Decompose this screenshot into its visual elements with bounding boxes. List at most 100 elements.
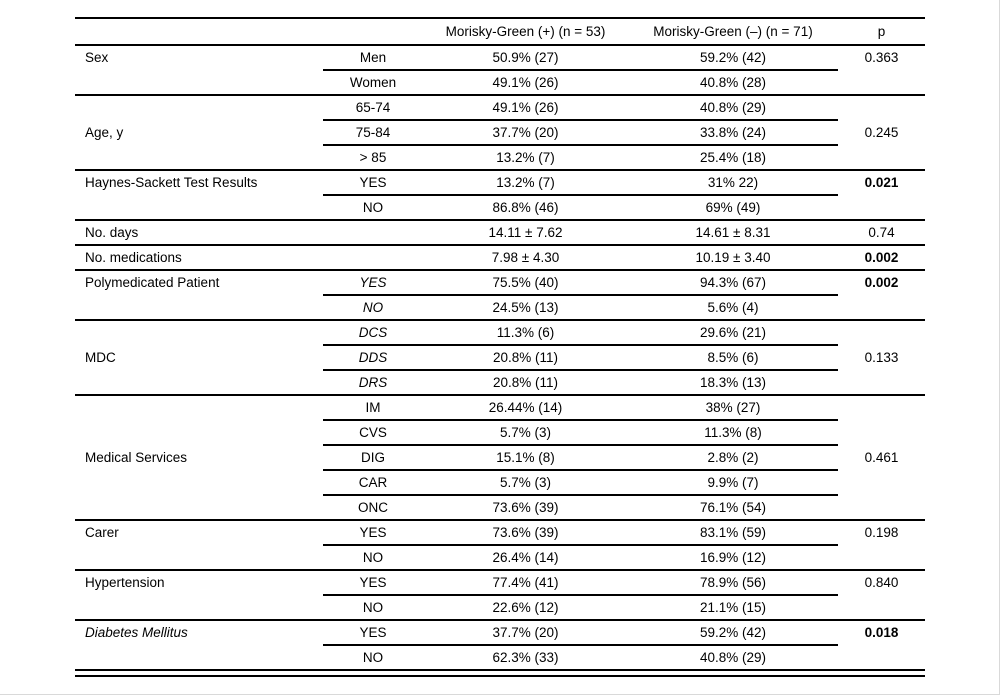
header-empty-category — [323, 19, 423, 44]
row-label-cell: Haynes-Sackett Test Results — [85, 175, 258, 190]
category-cell: DIG — [323, 446, 423, 471]
morisky-positive-cell: 15.1% (8) — [423, 446, 628, 471]
table-row: DCS 11.3% (6) 29.6% (21) — [75, 321, 925, 346]
morisky-positive-cell: 62.3% (33) — [423, 646, 628, 671]
morisky-positive-cell: 77.4% (41) — [423, 571, 628, 596]
morisky-negative-cell: 29.6% (21) — [628, 321, 838, 346]
p-value-cell — [838, 396, 925, 421]
row-label-cell: Polymedicated Patient — [85, 275, 220, 290]
table-row: CAR 5.7% (3) 9.9% (7) — [75, 471, 925, 496]
p-value-cell: 0.461 — [864, 450, 899, 465]
row-label-cell — [75, 546, 323, 571]
p-value-cell — [838, 421, 925, 446]
row-label-cell: Medical Services — [85, 450, 188, 465]
morisky-negative-cell: 14.61 ± 8.31 — [628, 221, 838, 246]
row-label-cell: MDC — [85, 350, 116, 365]
category-cell: 75-84 — [323, 121, 423, 146]
category-cell: YES — [323, 521, 423, 546]
morisky-negative-cell: 40.8% (28) — [628, 71, 838, 96]
row-label-cell — [75, 646, 323, 671]
p-value-cell: 0.74 — [838, 221, 925, 246]
row-label-cell: Sex — [85, 50, 109, 65]
statistics-table: Morisky-Green (+) (n = 53) Morisky-Green… — [75, 17, 925, 677]
morisky-negative-cell: 31% 22) — [628, 171, 838, 196]
row-label-cell — [75, 71, 323, 96]
category-cell: Men — [323, 46, 423, 71]
morisky-negative-cell: 5.6% (4) — [628, 296, 838, 321]
morisky-positive-cell: 26.44% (14) — [423, 396, 628, 421]
morisky-negative-cell: 21.1% (15) — [628, 596, 838, 621]
category-cell: NO — [323, 596, 423, 621]
table-row: MDC DDS 20.8% (11) 8.5% (6) 0.133 — [75, 346, 925, 371]
row-label-cell — [75, 496, 323, 521]
morisky-negative-cell: 69% (49) — [628, 196, 838, 221]
p-value-cell: 0.363 — [864, 50, 899, 65]
morisky-negative-cell: 33.8% (24) — [628, 121, 838, 146]
p-value-cell — [838, 496, 925, 521]
table-row: NO 26.4% (14) 16.9% (12) — [75, 546, 925, 571]
morisky-negative-cell: 2.8% (2) — [628, 446, 838, 471]
p-value-cell: 0.002 — [838, 246, 925, 271]
category-cell: 65-74 — [323, 96, 423, 121]
category-cell: DCS — [323, 321, 423, 346]
row-label-cell — [75, 371, 323, 396]
morisky-positive-cell: 73.6% (39) — [423, 496, 628, 521]
morisky-negative-cell: 9.9% (7) — [628, 471, 838, 496]
morisky-positive-cell: 86.8% (46) — [423, 196, 628, 221]
p-value-cell — [838, 646, 925, 671]
category-cell: CAR — [323, 471, 423, 496]
table-row: DRS 20.8% (11) 18.3% (13) — [75, 371, 925, 396]
category-cell: NO — [323, 296, 423, 321]
table-row: Polymedicated Patient YES 75.5% (40) 94.3% … — [75, 271, 925, 296]
morisky-positive-cell: 13.2% (7) — [423, 146, 628, 171]
p-value-cell — [838, 296, 925, 321]
category-cell: NO — [323, 546, 423, 571]
morisky-negative-cell: 76.1% (54) — [628, 496, 838, 521]
row-label-cell — [75, 321, 323, 346]
table-row: > 85 13.2% (7) 25.4% (18) — [75, 146, 925, 171]
p-value-cell — [838, 146, 925, 171]
morisky-negative-cell: 40.8% (29) — [628, 96, 838, 121]
table-row: No. medications 7.98 ± 4.30 10.19 ± 3.40 0.… — [75, 246, 925, 271]
p-value-cell — [838, 546, 925, 571]
p-value-cell: 0.002 — [864, 275, 899, 290]
table-row: Age, y 75-84 37.7% (20) 33.8% (24) 0.245 — [75, 121, 925, 146]
row-label-cell — [75, 396, 323, 421]
morisky-positive-cell: 37.7% (20) — [423, 621, 628, 646]
morisky-negative-cell: 11.3% (8) — [628, 421, 838, 446]
table-row: Hypertension YES 77.4% (41) 78.9% (56) 0.840 — [75, 571, 925, 596]
row-label-cell: Hypertension — [85, 575, 165, 590]
p-value-cell: 0.133 — [864, 350, 899, 365]
morisky-negative-cell: 83.1% (59) — [628, 521, 838, 546]
category-cell: > 85 — [323, 146, 423, 171]
row-label-cell: Carer — [85, 525, 119, 540]
row-label-cell: Age, y — [85, 125, 124, 140]
p-value-cell — [838, 371, 925, 396]
table-row: IM 26.44% (14) 38% (27) — [75, 396, 925, 421]
header-morisky-negative: Morisky-Green (–) (n = 71) — [653, 24, 813, 39]
table-row: 65-74 49.1% (26) 40.8% (29) — [75, 96, 925, 121]
table-row: CVS 5.7% (3) 11.3% (8) — [75, 421, 925, 446]
row-label-cell: Diabetes Mellitus — [85, 625, 188, 640]
morisky-positive-cell: 73.6% (39) — [423, 521, 628, 546]
morisky-negative-cell: 16.9% (12) — [628, 546, 838, 571]
morisky-positive-cell: 7.98 ± 4.30 — [423, 246, 628, 271]
category-cell — [323, 246, 423, 271]
morisky-negative-cell: 25.4% (18) — [628, 146, 838, 171]
table-row: Diabetes Mellitus YES 37.7% (20) 59.2% (42)… — [75, 621, 925, 646]
category-cell: YES — [323, 621, 423, 646]
morisky-positive-cell: 22.6% (12) — [423, 596, 628, 621]
row-label-cell: No. days — [75, 221, 323, 246]
morisky-negative-cell: 8.5% (6) — [628, 346, 838, 371]
row-label-cell — [75, 296, 323, 321]
table-body: Sex Men 50.9% (27) 59.2% (42) 0.363 Women 49.1… — [75, 46, 925, 671]
category-cell: ONC — [323, 496, 423, 521]
row-label-cell — [75, 421, 323, 446]
morisky-positive-cell: 13.2% (7) — [423, 171, 628, 196]
morisky-positive-cell: 20.8% (11) — [423, 346, 628, 371]
morisky-positive-cell: 20.8% (11) — [423, 371, 628, 396]
p-value-cell — [838, 596, 925, 621]
category-cell: Women — [323, 71, 423, 96]
table-row: Carer YES 73.6% (39) 83.1% (59) 0.198 — [75, 521, 925, 546]
